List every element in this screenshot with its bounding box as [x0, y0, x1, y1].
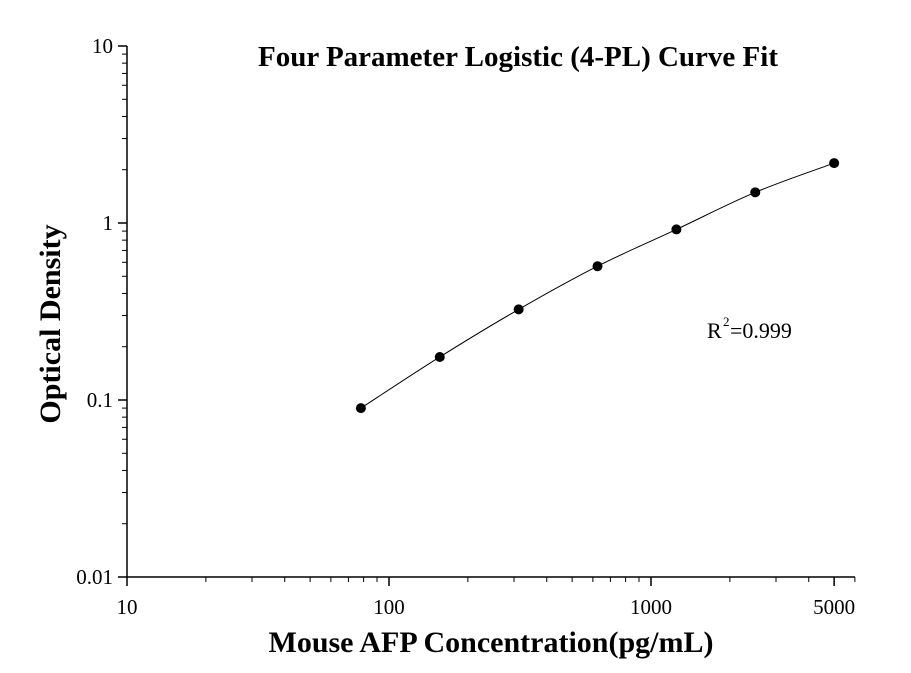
x-tick-label: 100: [373, 595, 405, 619]
x-tick-label: 5000: [813, 595, 855, 619]
r-squared-superscript: 2: [723, 314, 730, 329]
x-tick-labels: 10 100 1000 5000: [117, 595, 856, 619]
data-point: [513, 304, 524, 315]
plot-frame: [127, 46, 855, 577]
y-tick-label: 0.1: [87, 388, 113, 412]
y-tick-labels: 0.01 0.1 1 10: [76, 34, 113, 589]
data-points: [355, 158, 840, 414]
x-ticks: [126, 577, 856, 586]
x-tick-label: 1000: [630, 595, 672, 619]
y-axis-title: Optical Density: [34, 224, 67, 423]
y-tick-label: 10: [92, 34, 113, 58]
r-squared-value: =0.999: [730, 318, 792, 343]
plot-area: 0.01 0.1 1 10 10 100 1000 5000: [76, 34, 856, 619]
data-point: [355, 403, 366, 414]
x-axis-title: Mouse AFP Concentration(pg/mL): [269, 626, 714, 659]
r-squared-annotation: R 2 =0.999: [707, 314, 792, 343]
data-point: [592, 261, 603, 272]
y-tick-label: 1: [103, 211, 114, 235]
data-point: [434, 351, 445, 362]
chart-title: Four Parameter Logistic (4-PL) Curve Fit: [258, 41, 778, 73]
data-point: [829, 158, 840, 169]
data-point: [671, 224, 682, 235]
y-tick-label: 0.01: [76, 565, 113, 589]
r-squared-base: R: [707, 318, 722, 343]
y-ticks: [118, 45, 127, 578]
fit-curve-line: [360, 162, 835, 409]
data-point: [750, 187, 761, 198]
x-tick-label: 10: [117, 595, 138, 619]
